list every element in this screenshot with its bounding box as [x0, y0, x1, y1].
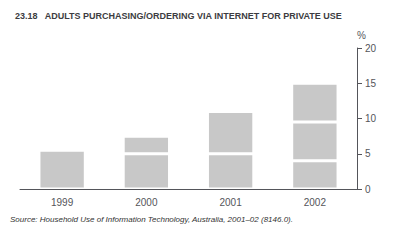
svg-text:0: 0 — [365, 184, 371, 195]
svg-text:15: 15 — [365, 78, 377, 89]
svg-text:2002: 2002 — [304, 197, 327, 208]
svg-text:Source: Household Use of Infor: Source: Household Use of Information Tec… — [10, 215, 293, 224]
svg-text:2001: 2001 — [220, 197, 243, 208]
svg-text:5: 5 — [365, 148, 371, 159]
svg-text:1999: 1999 — [51, 197, 74, 208]
svg-text:10: 10 — [365, 113, 377, 124]
svg-text:23.18 ADULTS PURCHASING/ORDE: 23.18 ADULTS PURCHASING/ORDERING VIA INT… — [15, 11, 342, 21]
svg-text:20: 20 — [365, 43, 377, 54]
svg-text:%: % — [357, 30, 366, 41]
svg-text:2000: 2000 — [135, 197, 158, 208]
